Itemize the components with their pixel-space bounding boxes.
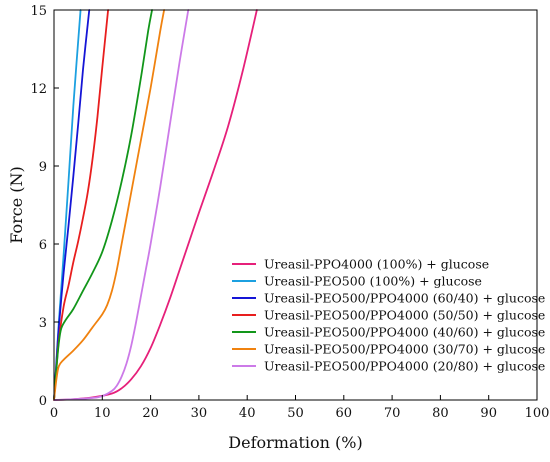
legend-label: Ureasil-PEO500/PPO4000 (30/70) + glucose (264, 342, 545, 357)
legend: Ureasil-PPO4000 (100%) + glucose Ureasil-… (232, 257, 545, 374)
series-layer (53, 9, 258, 401)
x-tick-label: 50 (287, 406, 304, 421)
y-tick-label: 6 (39, 238, 47, 253)
y-tick-label: 3 (39, 316, 47, 331)
y-tick-label: 12 (30, 82, 47, 97)
x-tick-label: 20 (142, 406, 159, 421)
legend-label: Ureasil-PEO500 (100%) + glucose (264, 274, 482, 289)
legend-label: Ureasil-PEO500/PPO4000 (60/40) + glucose (264, 291, 545, 306)
x-axis-label: Deformation (%) (228, 433, 362, 452)
x-tick-label: 30 (191, 406, 208, 421)
x-tick-label: 70 (384, 406, 401, 421)
legend-label: Ureasil-PEO500/PPO4000 (20/80) + glucose (264, 359, 545, 374)
x-tick-label: 40 (239, 406, 256, 421)
y-axis-label: Force (N) (7, 166, 26, 244)
y-tick-label: 15 (30, 4, 47, 19)
x-tick-label: 10 (94, 406, 111, 421)
x-tick-label: 60 (336, 406, 353, 421)
x-axis-ticks: 0 10 20 30 40 50 60 70 80 90 100 (50, 395, 550, 421)
y-tick-label: 9 (39, 160, 47, 175)
x-tick-label: 100 (525, 406, 550, 421)
legend-label: Ureasil-PEO500/PPO4000 (50/50) + glucose (264, 308, 545, 323)
y-tick-label: 0 (39, 394, 47, 409)
legend-label: Ureasil-PEO500/PPO4000 (40/60) + glucose (264, 325, 545, 340)
x-tick-label: 0 (50, 406, 58, 421)
series-line-5 (53, 9, 153, 401)
x-tick-label: 80 (432, 406, 449, 421)
series-line-6 (53, 9, 166, 401)
x-tick-label: 90 (480, 406, 497, 421)
series-line-7 (53, 9, 190, 401)
y-axis-ticks: 0 3 6 9 12 15 (30, 4, 59, 409)
series-line-1 (53, 9, 258, 401)
legend-label: Ureasil-PPO4000 (100%) + glucose (264, 257, 489, 272)
